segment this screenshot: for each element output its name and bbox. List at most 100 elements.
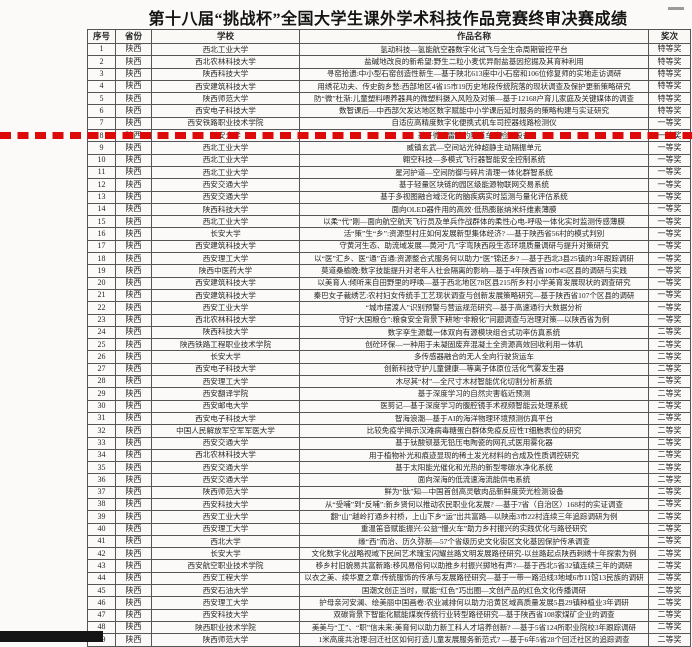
cell-school: 西北农林科技大学 — [151, 55, 300, 69]
cell-province: 陕西 — [115, 190, 152, 204]
cell-no: 20 — [87, 276, 116, 290]
scan-artifact-bottom-bar — [0, 631, 103, 642]
cell-no: 46 — [87, 596, 116, 610]
cell-no: 38 — [87, 497, 116, 512]
table-row: 47 陕西 西安科技大学 双碳背景下智能化赋能煤炭传统行业转型路径研究—基于陕西省10… — [87, 608, 691, 622]
table-row: 41 陕西 西北大学 缘“西”而治、历久弥新—57个省级历史文化街区文化基因保护传承调… — [87, 534, 691, 549]
cell-work: 以柔“代”刚—面向航空航天飞行员及单兵作战群体的柔性心电-呼吸一体化实时监测传感… — [299, 215, 649, 229]
cell-work: 基于多视图融合域泛化的脑疾病实时监测与量化评估系统 — [299, 190, 649, 204]
cell-no: 33 — [87, 436, 116, 450]
cell-work: 威镇玄武—空间站光钟超静主动隔振单元 — [299, 141, 649, 155]
cell-award: 二等奖 — [648, 411, 691, 426]
cell-award: 二等奖 — [648, 633, 691, 647]
cell-work: 多传感器融合的无人全向行驶货运车 — [299, 350, 649, 364]
cell-work: 用绣花功夫、传史韵乡愁:西部地区4省15市19历史地段传统院落的现状调查及保护更… — [299, 79, 649, 94]
cell-work: 以“医”汇乡、医“通”百通:资源整合式服务何以助力“医”锦还乡? —基于西北3县… — [299, 252, 649, 266]
results-table-body: 1 陕西 西北工业大学 氢动科技—氢能航空器数字化试飞与全生命周期管控平台 特等奖 2 陕西… — [87, 42, 691, 647]
cell-no: 22 — [87, 301, 116, 315]
cell-award: 二等奖 — [648, 399, 691, 413]
cell-school: 西北工业大学 — [151, 153, 300, 167]
cell-no: 10 — [87, 153, 116, 167]
cell-school: 西安翻译学院 — [151, 387, 300, 401]
cell-no: 34 — [87, 448, 116, 463]
cell-award: 二等奖 — [648, 424, 691, 438]
table-row: 3 陕西 陕西科技大学 寻窑拾遗:中小型石窑创造性新生—基于陕北613座中小石窑和10… — [87, 67, 691, 81]
table-row: 1 陕西 西北工业大学 氢动科技—氢能航空器数字化试飞与全生命周期管控平台 特等奖 — [87, 42, 691, 57]
table-row: 16 陕西 长安大学 活“策”生“乡”:资源型村庄如何发展新型集体经济? —基于陕西省… — [87, 227, 691, 241]
cell-work: 数智课后—中西部欠发达地区数字赋能中小学课后延时服务的策略构建与实证研究 — [299, 104, 649, 118]
cell-province: 陕西 — [115, 522, 152, 536]
cell-work: 医剪记—基于深度学习的腹腔镜手术视频智能云处理系统 — [299, 399, 649, 413]
cell-work: 基于钛酸钡基无铅压电陶瓷的网孔式医用雾化器 — [299, 436, 649, 450]
cell-province: 陕西 — [115, 104, 152, 118]
cell-province: 陕西 — [115, 338, 152, 352]
cell-no: 45 — [87, 584, 116, 598]
cell-no: 2 — [87, 55, 116, 69]
cell-school: 西安理工大学 — [151, 252, 300, 266]
page-title: 第十八届“挑战杯”全国大学生课外学术科技作品竞赛终审决赛成绩 — [148, 11, 628, 28]
cell-province: 陕西 — [115, 239, 152, 254]
cell-no: 30 — [87, 399, 116, 413]
cell-no: 21 — [87, 288, 116, 303]
cell-school: 长安大学 — [151, 547, 300, 561]
cell-school: 陕西科技大学 — [151, 67, 300, 81]
cell-work: 秦巴女子裁绣艺:农村妇女传统手工艺现状调查与创新发展策略研究—基于陕西省107个… — [299, 288, 649, 303]
cell-school: 西安建筑科技大学 — [151, 288, 300, 303]
table-row: 4 陕西 西安建筑科技大学 用绣花功夫、传史韵乡愁:西部地区4省15市19历史地段传统… — [87, 79, 691, 94]
cell-school: 长安大学 — [151, 350, 300, 364]
cell-province: 陕西 — [115, 584, 152, 598]
cell-school: 西安铁路职业技术学院 — [151, 116, 300, 131]
cell-work: 从“受哺”到“反哺”:新乡贤何以推动农民职业化发展? —基于7省（自治区）168… — [299, 497, 649, 512]
cell-school: 西安交通大学 — [151, 461, 300, 475]
cell-province: 陕西 — [115, 92, 152, 106]
cell-work: 数字孪生源载一体双向有源模块组合式功率仿真系统 — [299, 325, 649, 340]
table-row: 29 陕西 西安翻译学院 基于深度学习的自然灾害临近预测 二等奖 — [87, 387, 691, 401]
cell-province: 陕西 — [115, 620, 152, 635]
cell-school: 陕西师范大学 — [151, 485, 300, 499]
cell-no: 25 — [87, 338, 116, 352]
cell-no: 23 — [87, 313, 116, 327]
cell-award: 二等奖 — [648, 559, 691, 573]
cell-award: 一等奖 — [648, 190, 691, 204]
cell-province: 陕西 — [115, 67, 152, 81]
cell-award: 一等奖 — [648, 116, 691, 131]
cell-work: 氢动科技—氢能航空器数字化试飞与全生命周期管控平台 — [299, 42, 649, 57]
header-award: 奖次 — [648, 29, 691, 44]
table-row: 40 陕西 西安理工大学 重温笛音赋能振兴:公益“慢火车”助力乡村振兴的实践优化与路径… — [87, 522, 691, 536]
cell-award: 二等奖 — [648, 338, 691, 352]
cell-award: 二等奖 — [648, 534, 691, 549]
cell-province: 陕西 — [115, 301, 152, 315]
cell-school: 西安交通大学 — [151, 190, 300, 204]
cell-school: 西北工业大学 — [151, 42, 300, 57]
cell-work: 国潮文创正当时，赋能“红色”巧出圈—文创产品的红色文化传播调研 — [299, 584, 649, 598]
cell-school: 西安理工大学 — [151, 375, 300, 389]
cell-award: 特等奖 — [648, 79, 691, 94]
cell-work: 守黄河生态、助流域发展—黄河“几”字弯陕西段生态环境质量调研与提升对策研究 — [299, 239, 649, 254]
cell-work: 移乡村旧貌易共富新路:移风易俗何以助推乡村振兴掷地有声?—基于西北5省32镇连续… — [299, 559, 649, 573]
cell-award: 一等奖 — [648, 153, 691, 167]
cell-award: 二等奖 — [648, 596, 691, 610]
table-row: 10 陕西 西北工业大学 翱空科技—多模式飞行器智能安全控制系统 一等奖 — [87, 153, 691, 167]
table-row: 42 陕西 长安大学 文化数字化战略视域下民间艺术瑰宝闪耀丝路文明发展路径研究-以丝路… — [87, 547, 691, 561]
table-row: 25 陕西 陕西铁路工程职业技术学院 创砼环保—一种用于未凝固废弃混凝土全资源高效回收… — [87, 338, 691, 352]
cell-no: 4 — [87, 79, 116, 94]
header-school: 学校 — [151, 29, 300, 44]
cell-school: 西北大学 — [151, 534, 300, 549]
cell-province: 陕西 — [115, 116, 152, 131]
cell-school: 西安航空职业技术学院 — [151, 559, 300, 573]
cell-province: 陕西 — [115, 485, 152, 499]
cell-work: “城市摆渡人”识别预警与营运规范研究—基于高速通行大数据分析 — [299, 301, 649, 315]
cell-province: 陕西 — [115, 276, 152, 290]
cell-award: 特等奖 — [648, 42, 691, 57]
cell-school: 西安科技大学 — [151, 497, 300, 512]
table-row: 13 陕西 西安交通大学 基于多视图融合域泛化的脑疾病实时监测与量化评估系统 一等奖 — [87, 190, 691, 204]
cell-province: 陕西 — [115, 510, 152, 524]
cell-no: 7 — [87, 116, 116, 131]
cell-work: 1米高度共治理:回迁社区如何打造儿童发展服务新范式? —基于6年5省28个回迁社… — [299, 633, 649, 647]
cell-school: 陕西铁路工程职业技术学院 — [151, 338, 300, 352]
cell-award: 一等奖 — [648, 252, 691, 266]
cell-province: 陕西 — [115, 497, 152, 512]
cell-province: 陕西 — [115, 141, 152, 155]
cell-award: 一等奖 — [648, 276, 691, 290]
cell-province: 陕西 — [115, 448, 152, 463]
